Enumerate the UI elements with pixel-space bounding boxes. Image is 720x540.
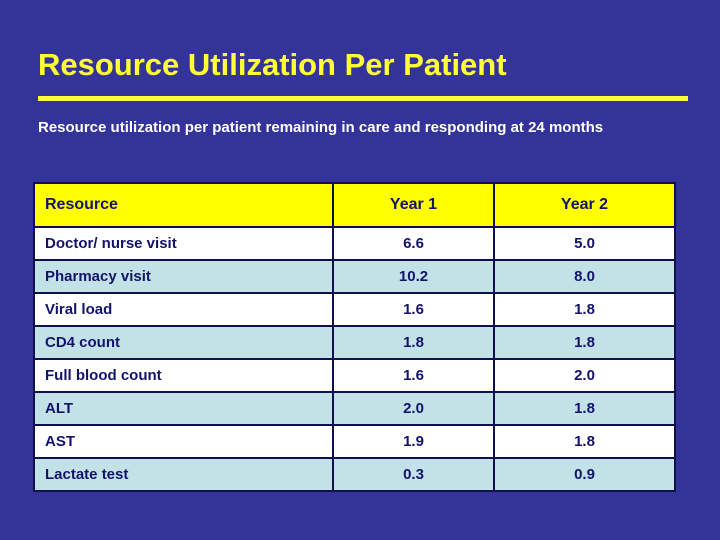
column-header-year1: Year 1 [332, 182, 495, 228]
table-row: Lactate test 0.3 0.9 [33, 457, 676, 492]
cell-year2: 1.8 [493, 391, 676, 426]
cell-year1: 1.6 [332, 292, 495, 327]
cell-resource: Viral load [33, 292, 334, 327]
cell-resource: Doctor/ nurse visit [33, 226, 334, 261]
resource-utilization-table: Resource Year 1 Year 2 Doctor/ nurse vis… [33, 182, 676, 492]
table-row: Viral load 1.6 1.8 [33, 292, 676, 327]
cell-year1: 6.6 [332, 226, 495, 261]
cell-year1: 1.9 [332, 424, 495, 459]
table-row: Doctor/ nurse visit 6.6 5.0 [33, 226, 676, 261]
table-row: CD4 count 1.8 1.8 [33, 325, 676, 360]
table-row: ALT 2.0 1.8 [33, 391, 676, 426]
cell-resource: Pharmacy visit [33, 259, 334, 294]
table-row: AST 1.9 1.8 [33, 424, 676, 459]
cell-year2: 0.9 [493, 457, 676, 492]
page-title: Resource Utilization Per Patient [38, 47, 507, 82]
column-header-resource: Resource [33, 182, 334, 228]
table-body: Doctor/ nurse visit 6.6 5.0 Pharmacy vis… [33, 226, 676, 492]
column-header-year2: Year 2 [493, 182, 676, 228]
cell-year1: 0.3 [332, 457, 495, 492]
cell-year2: 5.0 [493, 226, 676, 261]
cell-resource: Full blood count [33, 358, 334, 393]
cell-year2: 1.8 [493, 325, 676, 360]
table-row: Pharmacy visit 10.2 8.0 [33, 259, 676, 294]
slide-subtitle: Resource utilization per patient remaini… [38, 119, 604, 136]
table-header-row: Resource Year 1 Year 2 [33, 182, 676, 228]
cell-year2: 8.0 [493, 259, 676, 294]
cell-year2: 2.0 [493, 358, 676, 393]
cell-year1: 1.8 [332, 325, 495, 360]
cell-resource: ALT [33, 391, 334, 426]
cell-year2: 1.8 [493, 424, 676, 459]
title-underline-rule [38, 96, 688, 101]
cell-resource: Lactate test [33, 457, 334, 492]
cell-year1: 10.2 [332, 259, 495, 294]
table-row: Full blood count 1.6 2.0 [33, 358, 676, 393]
table-header: Resource Year 1 Year 2 [33, 182, 676, 228]
cell-year2: 1.8 [493, 292, 676, 327]
cell-resource: AST [33, 424, 334, 459]
cell-resource: CD4 count [33, 325, 334, 360]
cell-year1: 1.6 [332, 358, 495, 393]
cell-year1: 2.0 [332, 391, 495, 426]
